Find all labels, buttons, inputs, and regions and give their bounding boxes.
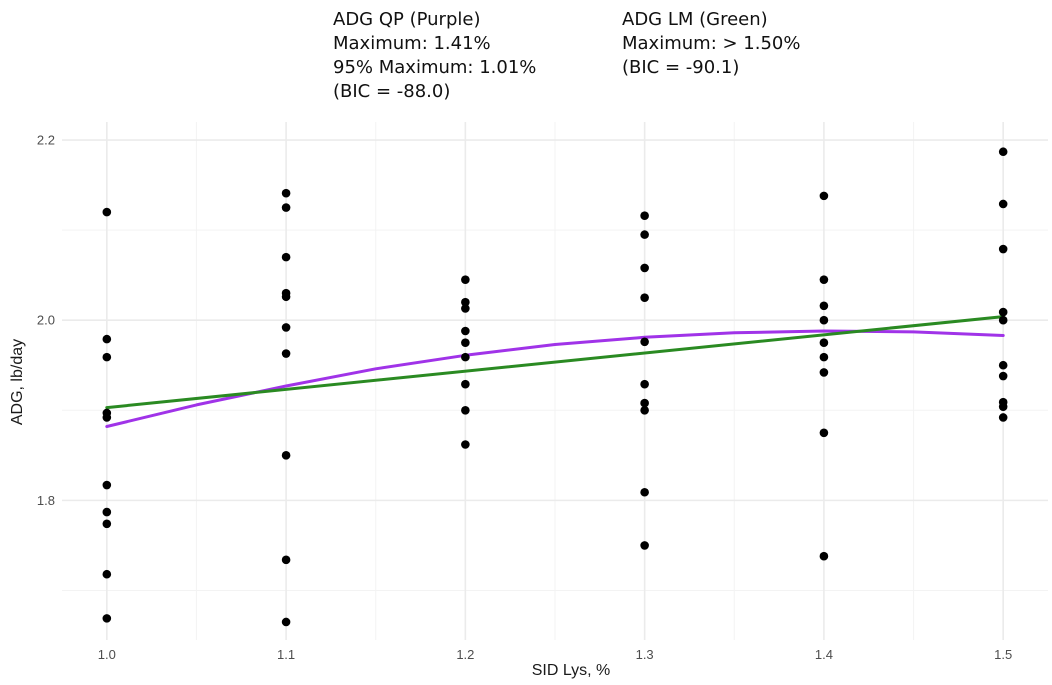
qp-annotation-bic: (BIC = -88.0) <box>333 81 451 102</box>
y-tick-label: 2.0 <box>37 313 55 328</box>
data-point <box>640 211 649 220</box>
y-tick-label: 1.8 <box>37 493 55 508</box>
data-point <box>640 337 649 347</box>
data-point <box>461 338 470 348</box>
data-point <box>998 360 1008 370</box>
x-tick-label: 1.1 <box>277 647 295 662</box>
data-point <box>640 293 649 302</box>
x-tick-label: 1.4 <box>815 647 833 662</box>
data-point <box>998 199 1008 209</box>
data-point <box>281 292 291 302</box>
data-point <box>819 338 829 348</box>
lm-fit-line <box>105 315 1005 410</box>
data-point <box>102 413 112 422</box>
data-point <box>640 487 649 497</box>
data-point <box>819 275 829 284</box>
data-points <box>102 147 1008 627</box>
data-point <box>461 304 470 313</box>
fit-lines <box>105 315 1005 428</box>
data-point <box>281 617 291 627</box>
data-point <box>461 405 470 415</box>
data-point <box>102 507 112 517</box>
data-point <box>461 352 470 362</box>
data-point <box>640 405 649 415</box>
data-point <box>102 207 112 217</box>
data-point <box>819 315 829 325</box>
x-tick-label: 1.3 <box>636 647 654 662</box>
x-tick-label: 1.0 <box>98 647 116 662</box>
lm-annotation-bic: (BIC = -90.1) <box>622 57 740 78</box>
data-point <box>998 307 1008 317</box>
data-point <box>102 480 112 490</box>
x-tick-label: 1.2 <box>456 647 474 662</box>
y-tick-labels: 1.8 2.0 2.2 <box>37 133 55 508</box>
data-point <box>998 244 1008 254</box>
data-point <box>281 555 291 565</box>
lm-annotation: ADG LM (Green) Maximum: > 1.50% (BIC = -… <box>622 8 800 80</box>
lm-annotation-title: ADG LM (Green) <box>622 9 768 30</box>
data-point <box>819 191 829 201</box>
data-point <box>998 413 1008 422</box>
qp-annotation-maximum: Maximum: 1.41% <box>333 33 491 54</box>
data-point <box>461 326 470 336</box>
data-point <box>102 519 112 529</box>
y-tick-label: 2.2 <box>37 133 55 148</box>
data-point <box>819 428 829 438</box>
data-point <box>281 252 291 262</box>
data-point <box>640 398 649 408</box>
data-point <box>819 352 829 362</box>
data-point <box>998 402 1008 411</box>
qp-annotation-title: ADG QP (Purple) <box>333 9 481 30</box>
data-point <box>819 368 829 377</box>
data-point <box>998 371 1008 381</box>
y-axis-title: ADG, lb/day <box>9 339 26 425</box>
x-axis-title: SID Lys, % <box>532 662 611 679</box>
grid-layer <box>62 122 1048 640</box>
data-point <box>461 297 470 307</box>
data-point <box>102 334 112 344</box>
data-point <box>102 569 112 579</box>
lm-annotation-maximum: Maximum: > 1.50% <box>622 33 801 54</box>
data-point <box>640 263 649 273</box>
data-point <box>998 315 1008 325</box>
data-point <box>281 188 291 198</box>
data-point <box>102 352 112 362</box>
data-point <box>281 451 291 460</box>
qp-annotation: ADG QP (Purple) Maximum: 1.41% 95% Maxim… <box>333 8 536 104</box>
data-point <box>461 379 470 389</box>
data-point <box>281 323 291 332</box>
data-point <box>819 301 829 311</box>
data-point <box>102 614 112 623</box>
qp-annotation-95-maximum: 95% Maximum: 1.01% <box>333 57 537 78</box>
data-point <box>819 551 829 561</box>
data-point <box>461 440 470 449</box>
x-tick-label: 1.5 <box>994 647 1012 662</box>
data-point <box>281 203 291 212</box>
data-point <box>281 349 291 358</box>
data-point <box>461 275 470 284</box>
data-point <box>640 230 649 239</box>
x-tick-labels: 1.0 1.1 1.2 1.3 1.4 1.5 <box>98 647 1012 662</box>
data-point <box>998 147 1008 157</box>
data-point <box>640 541 649 550</box>
data-point <box>640 379 649 389</box>
